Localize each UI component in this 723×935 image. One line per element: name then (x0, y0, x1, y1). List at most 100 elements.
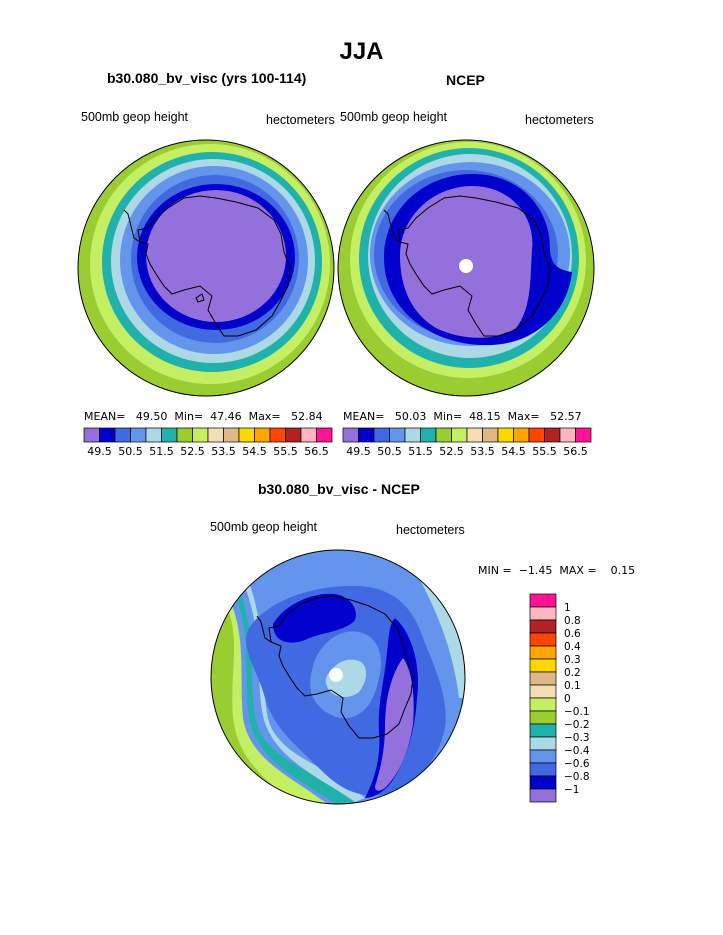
panel3-colorbar-tick: 0.8 (564, 615, 581, 627)
panel1-colorbar-box (145, 427, 162, 443)
panel3-left-label: 500mb geop height (210, 520, 318, 534)
panel1-right-label: hectometers (266, 113, 335, 127)
panel3-colorbar-tick: 1 (564, 602, 571, 614)
panel1-min-value: 47.46 (210, 410, 242, 423)
panel1-colorbar-tick: 53.5 (211, 445, 236, 458)
panel1-colorbar-box (192, 427, 209, 443)
panel3-stats: MIN = −1.45 MAX = 0.15 (478, 564, 635, 577)
panel1-colorbar-box (130, 427, 147, 443)
panel3-colorbar-tick: −0.6 (564, 758, 590, 770)
panel1-colorbar-box (316, 427, 333, 443)
p3-east-minus1 (375, 658, 414, 791)
panel3-title: b30.080_bv_visc - NCEP (258, 481, 420, 497)
panel3-right-label: hectometers (396, 523, 465, 537)
panel3-colorbar-box (529, 606, 557, 621)
panel3-colorbar-box (529, 723, 557, 738)
panel3-colorbar-tick: 0.2 (564, 667, 581, 679)
panel2-colorbar-box (451, 427, 468, 443)
panel1-colorbar-tick: 51.5 (149, 445, 174, 458)
panel3-colorbar-box (529, 775, 557, 790)
panel3-colorbar-tick: −0.4 (564, 745, 590, 757)
p2-peninsula (383, 209, 401, 243)
panel1-colorbar-box (223, 427, 240, 443)
panel1-colorbar-box (207, 427, 224, 443)
panel2-colorbar-tick: 51.5 (408, 445, 433, 458)
panel3-colorbar-box (529, 593, 557, 608)
panel2-colorbar-tick: 54.5 (501, 445, 526, 458)
panel2-colorbar-box (404, 427, 421, 443)
panel3-colorbar-tick: 0.1 (564, 680, 581, 692)
panel3-colorbar-box (529, 619, 557, 634)
panel2-colorbar-tick: 50.5 (377, 445, 402, 458)
panel1-colorbar-tick: 52.5 (180, 445, 205, 458)
panel2-max-value: 52.57 (550, 410, 582, 423)
main-title: JJA (339, 38, 384, 65)
panel3-max-label: MAX = (559, 564, 597, 577)
panel2-min-value: 48.15 (469, 410, 501, 423)
panel2-colorbar-box (466, 427, 483, 443)
p3-pole-mask (329, 668, 343, 682)
panel3-colorbar: 10.80.60.40.30.20.10−0.1−0.2−0.3−0.4−0.6… (529, 593, 590, 803)
panel1-colorbar-tick: 49.5 (87, 445, 112, 458)
panel2-colorbar-box (435, 427, 452, 443)
panel3-colorbar-box (529, 762, 557, 777)
panel2-stats: MEAN= 50.03 Min= 48.15 Max= 52.57 (343, 410, 582, 423)
panel2-colorbar-tick: 55.5 (532, 445, 557, 458)
panel1-max-label: Max= (248, 410, 281, 423)
p1-map-border (77, 139, 335, 397)
panel1-title: b30.080_bv_visc (yrs 100-114) (107, 70, 307, 86)
panel2-colorbar-box (575, 427, 592, 443)
panel3-max-value: 0.15 (610, 564, 636, 577)
panel2-colorbar-box (342, 427, 359, 443)
panel2-colorbar-box (358, 427, 375, 443)
panel1-left-label: 500mb geop height (81, 110, 189, 124)
panel1-colorbar: 49.5 50.5 51.5 52.5 53.5 54.5 55.5 56.5 (83, 427, 333, 458)
panel2-colorbar-tick: 52.5 (439, 445, 464, 458)
panel3-colorbar-box (529, 736, 557, 751)
panel2-colorbar-box (497, 427, 514, 443)
panel3-colorbar-box (529, 645, 557, 660)
panel3-colorbar-tick: −0.1 (564, 706, 590, 718)
panel1-colorbar-tick: 54.5 (242, 445, 267, 458)
p1-band-min (146, 190, 286, 322)
panel2-colorbar-box (420, 427, 437, 443)
p3-coastline (268, 595, 414, 739)
p2-coastline (397, 195, 551, 337)
p1-island (195, 293, 205, 303)
panel1-min-label: Min= (174, 410, 204, 423)
panel3-map (210, 549, 466, 805)
panel1-colorbar-box (300, 427, 317, 443)
panel2-colorbar: 49.5 50.5 51.5 52.5 53.5 54.5 55.5 56.5 (342, 427, 592, 458)
p2-pole-mask (459, 259, 473, 273)
panel3-colorbar-tick: 0 (564, 693, 571, 705)
panel1-colorbar-box (254, 427, 271, 443)
panel2-map (337, 139, 595, 397)
panel1-colorbar-box (114, 427, 131, 443)
panel3-colorbar-box (529, 632, 557, 647)
panel2-colorbar-tick: 56.5 (563, 445, 588, 458)
panel3-colorbar-box (529, 697, 557, 712)
panel2-colorbar-box (559, 427, 576, 443)
p3-north-minus08 (273, 593, 356, 643)
panel2-title: NCEP (446, 72, 485, 88)
panel2-colorbar-tick: 53.5 (470, 445, 495, 458)
panel3-colorbar-tick: −0.3 (564, 732, 590, 744)
panel3-colorbar-tick: −0.2 (564, 719, 590, 731)
panel3-colorbar-box (529, 788, 557, 803)
panel3-colorbar-box (529, 710, 557, 725)
panel3-colorbar-tick: −1 (564, 784, 579, 796)
panel1-map (77, 139, 335, 397)
panel3-min-label: MIN = (478, 564, 512, 577)
panel1-colorbar-box (83, 427, 100, 443)
panel1-max-value: 52.84 (291, 410, 323, 423)
panel2-mean-label: MEAN= (343, 410, 385, 423)
p3-left-lightblue (243, 582, 365, 802)
panel2-colorbar-box (513, 427, 530, 443)
panel1-colorbar-box (238, 427, 255, 443)
panel2-colorbar-box (373, 427, 390, 443)
panel2-colorbar-box (544, 427, 561, 443)
panel3-colorbar-box (529, 671, 557, 686)
panel1-colorbar-box (99, 427, 116, 443)
panel2-left-label: 500mb geop height (340, 110, 448, 124)
panel1-colorbar-tick: 55.5 (273, 445, 298, 458)
